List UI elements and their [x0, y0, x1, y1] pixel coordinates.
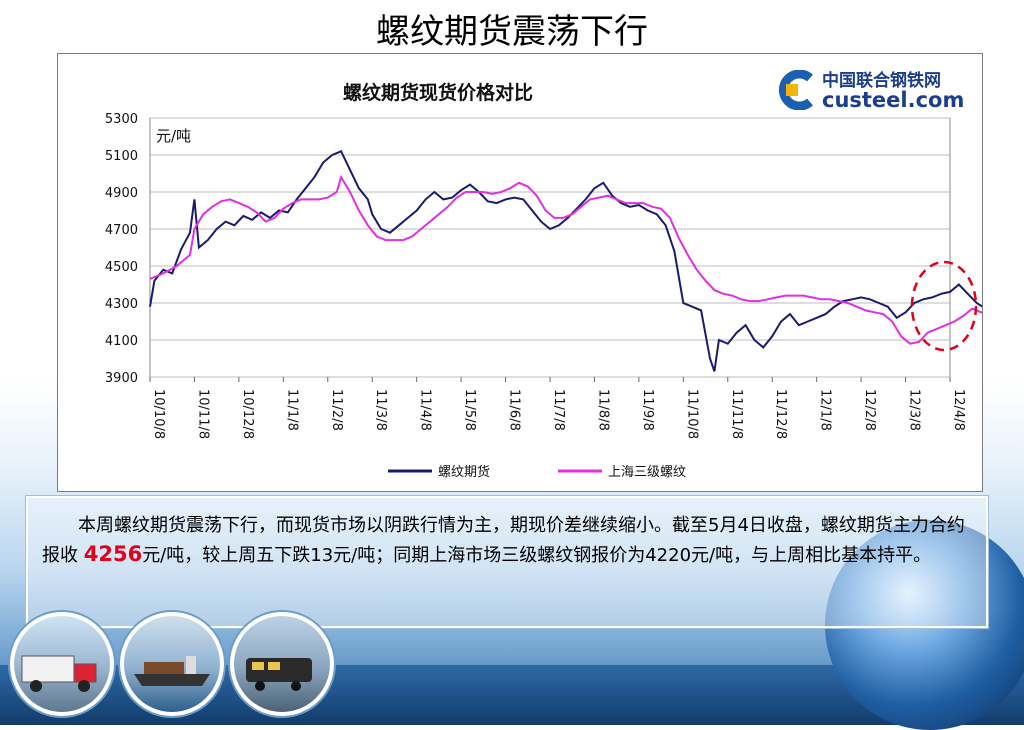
chart-title: 螺纹期货现货价格对比 [342, 82, 533, 104]
logo-text-en: custeel.com [822, 88, 965, 112]
x-tick-label: 11/10/8 [684, 389, 699, 439]
summary-highlight-price: 4256 [83, 542, 143, 566]
truck-photo [10, 612, 114, 716]
logo-text-cn: 中国联合钢铁网 [822, 71, 941, 91]
y-tick-label: 4900 [105, 186, 138, 201]
x-tick-label: 11/7/8 [551, 389, 566, 431]
x-tick-label: 10/12/8 [240, 389, 255, 439]
x-tick-label: 11/2/8 [329, 389, 344, 431]
summary-text: 本周螺纹期货震荡下行，而现货市场以阴跌行情为主，期现价差继续缩小。截至5月4日收… [28, 498, 986, 570]
y-tick-label: 4300 [105, 297, 138, 312]
train-photo [230, 612, 334, 716]
summary-textbox: 本周螺纹期货震荡下行，而现货市场以阴跌行情为主，期现价差继续缩小。截至5月4日收… [26, 496, 988, 628]
series-line-spot [149, 174, 982, 345]
ship-photo [120, 612, 224, 716]
y-tick-label: 4500 [105, 260, 138, 275]
x-tick-label: 11/11/8 [729, 389, 744, 439]
highlight-dashed-ellipse [910, 260, 978, 352]
price-comparison-chart: 3900 4100 4300 4500 4700 4900 5100 5300 10/10/8 1… [105, 112, 982, 480]
chart-panel: 螺纹期货现货价格对比 中国联合钢铁网 custeel.com 3900 4100 4… [57, 53, 983, 492]
truck-icon [21, 655, 97, 692]
x-tick-label: 11/9/8 [640, 389, 655, 431]
train-icon [246, 658, 312, 691]
ship-icon [134, 656, 210, 686]
y-tick-label: 3900 [105, 371, 138, 386]
summary-part1: 本周螺纹期货震荡下行，而现货市场以阴跌行情为主，期现价差继续缩小。截至5月4日收… [42, 515, 965, 566]
x-tick-label: 12/2/8 [862, 389, 877, 431]
x-tick-label: 12/3/8 [907, 389, 922, 431]
y-tick-label: 5100 [105, 149, 138, 164]
x-tick-label: 11/8/8 [595, 389, 610, 431]
y-tick-label: 4100 [105, 334, 138, 349]
slide-title: 螺纹期货震荡下行 [376, 12, 648, 52]
y-tick-label: 5300 [105, 112, 138, 127]
x-tick-label: 10/11/8 [195, 389, 210, 439]
y-tick-label: 4700 [105, 223, 138, 238]
x-tick-label: 11/6/8 [507, 389, 522, 431]
x-tick-label: 12/4/8 [951, 389, 966, 431]
x-tick-label: 11/5/8 [462, 389, 477, 431]
plot-area [149, 117, 951, 378]
legend-label: 上海三级螺纹 [608, 465, 686, 480]
x-tick-label: 11/4/8 [418, 389, 433, 431]
summary-part2: 元/吨，较上周五下跌13元/吨；同期上海市场三级螺纹钢报价为4220元/吨，与上… [142, 545, 932, 566]
x-tick-label: 11/12/8 [773, 389, 788, 439]
x-tick-label: 10/10/8 [151, 389, 166, 439]
custeel-logo: 中国联合钢铁网 custeel.com [776, 64, 976, 116]
x-tick-label: 12/1/8 [818, 389, 833, 431]
unit-label: 元/吨 [156, 127, 191, 145]
legend-label: 螺纹期货 [438, 464, 490, 480]
x-tick-label: 11/3/8 [373, 389, 388, 431]
custeel-logo-mark [778, 70, 813, 110]
globe-image [825, 520, 1024, 730]
x-tick-label: 11/1/8 [284, 389, 299, 431]
